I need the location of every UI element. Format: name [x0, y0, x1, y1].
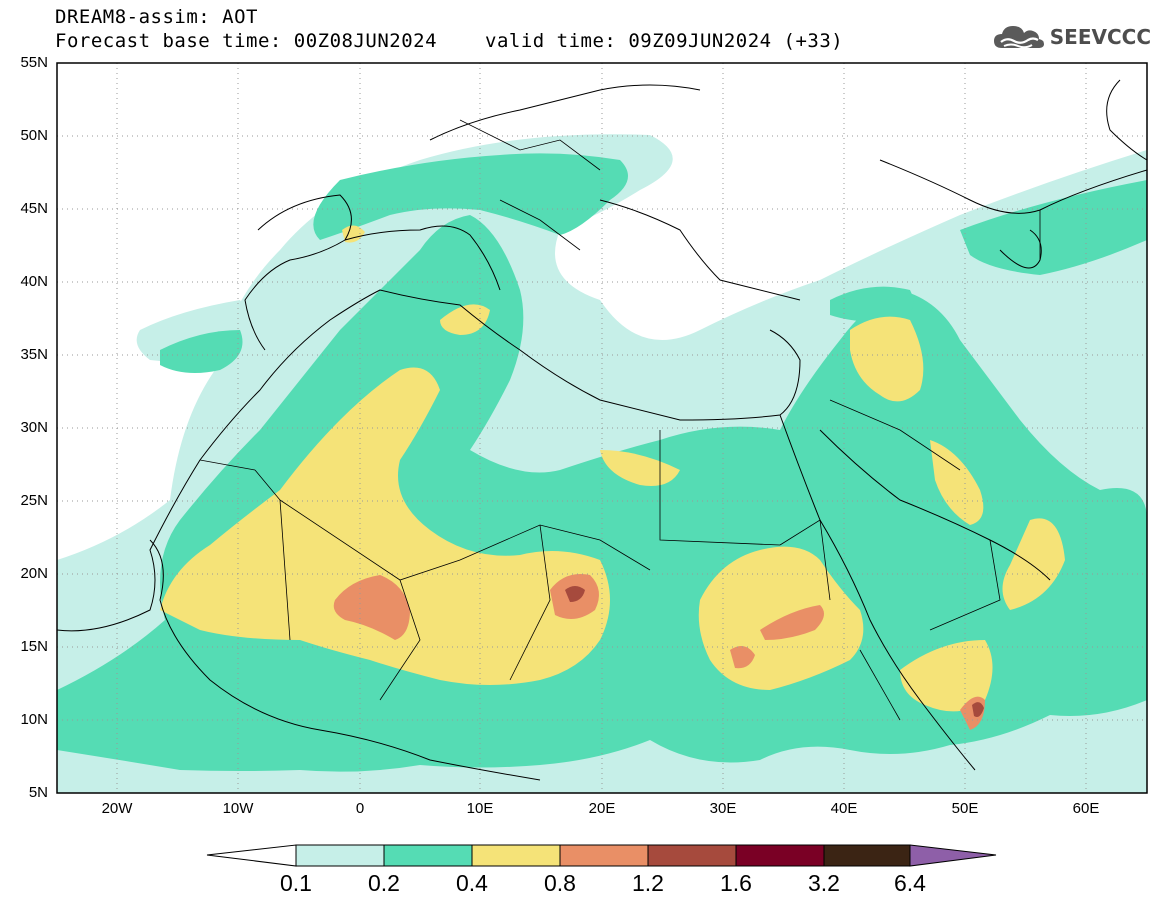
colorbar-label: 0.1 — [280, 870, 312, 896]
lon-label: 50E — [951, 800, 979, 817]
lat-label: 50N — [20, 127, 48, 144]
colorbar-box-3 — [471, 844, 561, 867]
lon-label: 20W — [101, 800, 133, 817]
aot-contour-1.2 — [565, 586, 984, 717]
base-time: Forecast base time: 00Z08JUN2024 — [55, 30, 438, 52]
lon-label: 10W — [222, 800, 254, 817]
lat-label: 45N — [20, 200, 48, 217]
colorbar-high-arrow — [909, 844, 997, 867]
lat-label: 20N — [20, 565, 48, 582]
map-frame — [56, 62, 1148, 794]
lon-label: 0 — [355, 800, 365, 817]
colorbar-box-4 — [559, 844, 649, 867]
lat-label: 25N — [20, 492, 48, 509]
lon-label: 60E — [1072, 800, 1100, 817]
seevccc-logo: SEEVCCC — [992, 22, 1151, 52]
lon-label: 10E — [466, 800, 494, 817]
borders — [199, 119, 1041, 721]
lon-label: 30E — [709, 800, 737, 817]
colorbar-box-2 — [383, 844, 473, 867]
lat-label: 55N — [20, 54, 48, 71]
colorbar-label: 1.6 — [720, 870, 752, 896]
colorbar-label: 0.2 — [368, 870, 400, 896]
colorbar-box-1 — [295, 844, 385, 867]
lon-label: 40E — [830, 800, 858, 817]
valid-time: valid time: 09Z09JUN2024 (+33) — [485, 30, 844, 52]
colorbar-low-arrow — [206, 844, 297, 867]
colorbar — [206, 844, 997, 867]
lat-label: 30N — [20, 419, 48, 436]
lon-label: 20E — [588, 800, 616, 817]
lat-label: 5N — [28, 784, 48, 801]
lat-label: 10N — [20, 711, 48, 728]
colorbar-box-7 — [823, 844, 911, 867]
colorbar-box-6 — [735, 844, 825, 867]
colorbar-label: 0.8 — [544, 870, 576, 896]
colorbar-label: 3.2 — [808, 870, 840, 896]
lat-label: 40N — [20, 273, 48, 290]
colorbar-box-5 — [647, 844, 737, 867]
colorbar-label: 6.4 — [894, 870, 926, 896]
colorbar-label: 1.2 — [632, 870, 664, 896]
gridlines — [57, 63, 1147, 793]
lat-label: 15N — [20, 638, 48, 655]
map-title: DREAM8-assim: AOT — [55, 6, 258, 28]
colorbar-label: 0.4 — [456, 870, 488, 896]
logo-text: SEEVCCC — [1049, 25, 1151, 49]
lat-label: 35N — [20, 346, 48, 363]
time-info: Forecast base time: 00Z08JUN2024 valid ti… — [55, 30, 843, 52]
cloud-icon — [993, 26, 1044, 49]
